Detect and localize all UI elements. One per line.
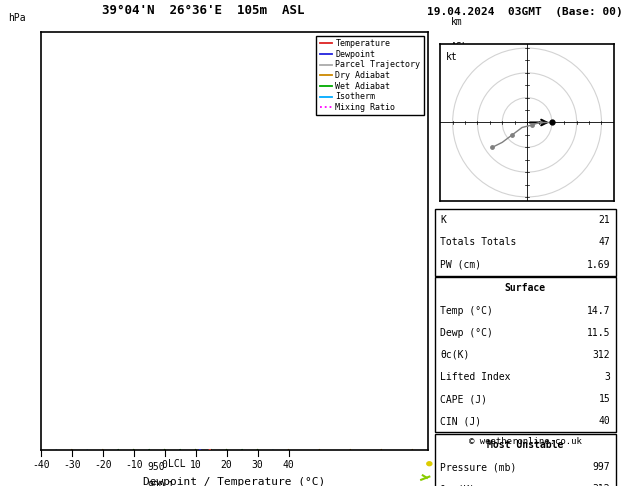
Text: hPa: hPa <box>8 13 26 23</box>
Text: 39°04'N  26°36'E  105m  ASL: 39°04'N 26°36'E 105m ASL <box>102 4 304 17</box>
Text: Mixing Ratio (g/kg): Mixing Ratio (g/kg) <box>462 247 472 359</box>
Text: 40: 40 <box>598 417 610 426</box>
Text: 47: 47 <box>598 238 610 247</box>
Text: 20: 20 <box>221 460 233 470</box>
Text: 40: 40 <box>282 460 294 470</box>
Text: kt: kt <box>445 52 457 62</box>
Text: Dewpoint / Temperature (°C): Dewpoint / Temperature (°C) <box>143 477 326 486</box>
Bar <box>435 434 616 486</box>
Text: 21: 21 <box>598 215 610 226</box>
Bar <box>435 209 616 276</box>
Text: -20: -20 <box>94 460 111 470</box>
Text: 11.5: 11.5 <box>587 328 610 338</box>
Text: 312: 312 <box>593 350 610 360</box>
Text: Pressure (mb): Pressure (mb) <box>440 462 516 472</box>
Text: 3: 3 <box>604 372 610 382</box>
Text: 30: 30 <box>252 460 264 470</box>
Point <box>527 121 537 129</box>
Text: 10: 10 <box>190 460 201 470</box>
Text: θc(K): θc(K) <box>440 350 470 360</box>
Text: 900: 900 <box>147 481 165 486</box>
Text: Surface: Surface <box>504 283 546 294</box>
Text: θe (K): θe (K) <box>440 485 476 486</box>
Text: 1: 1 <box>168 481 174 486</box>
Text: 19.04.2024  03GMT  (Base: 00): 19.04.2024 03GMT (Base: 00) <box>427 7 623 17</box>
Text: PW (cm): PW (cm) <box>440 260 481 270</box>
Text: 312: 312 <box>593 485 610 486</box>
Text: Dewp (°C): Dewp (°C) <box>440 328 493 338</box>
Text: 0: 0 <box>162 460 168 470</box>
Text: -40: -40 <box>32 460 50 470</box>
Legend: Temperature, Dewpoint, Parcel Trajectory, Dry Adiabat, Wet Adiabat, Isotherm, Mi: Temperature, Dewpoint, Parcel Trajectory… <box>316 36 424 115</box>
Text: Most Unstable: Most Unstable <box>487 440 564 450</box>
Point <box>547 119 557 126</box>
Bar <box>435 278 616 433</box>
Point <box>507 131 517 139</box>
Text: Lifted Index: Lifted Index <box>440 372 511 382</box>
Text: 950: 950 <box>147 462 165 472</box>
Text: 1.69: 1.69 <box>587 260 610 270</box>
Text: CAPE (J): CAPE (J) <box>440 394 487 404</box>
Text: © weatheronline.co.uk: © weatheronline.co.uk <box>469 437 582 446</box>
Text: ASL: ASL <box>451 42 469 52</box>
Text: 997: 997 <box>593 462 610 472</box>
Text: 14.7: 14.7 <box>587 306 610 315</box>
Text: -10: -10 <box>125 460 143 470</box>
Text: CIN (J): CIN (J) <box>440 417 481 426</box>
Text: LCL: LCL <box>168 459 186 469</box>
Text: km: km <box>451 17 463 27</box>
Text: 15: 15 <box>598 394 610 404</box>
Point <box>487 143 498 151</box>
Text: Totals Totals: Totals Totals <box>440 238 516 247</box>
Text: K: K <box>440 215 446 226</box>
Text: Temp (°C): Temp (°C) <box>440 306 493 315</box>
Text: -30: -30 <box>63 460 81 470</box>
